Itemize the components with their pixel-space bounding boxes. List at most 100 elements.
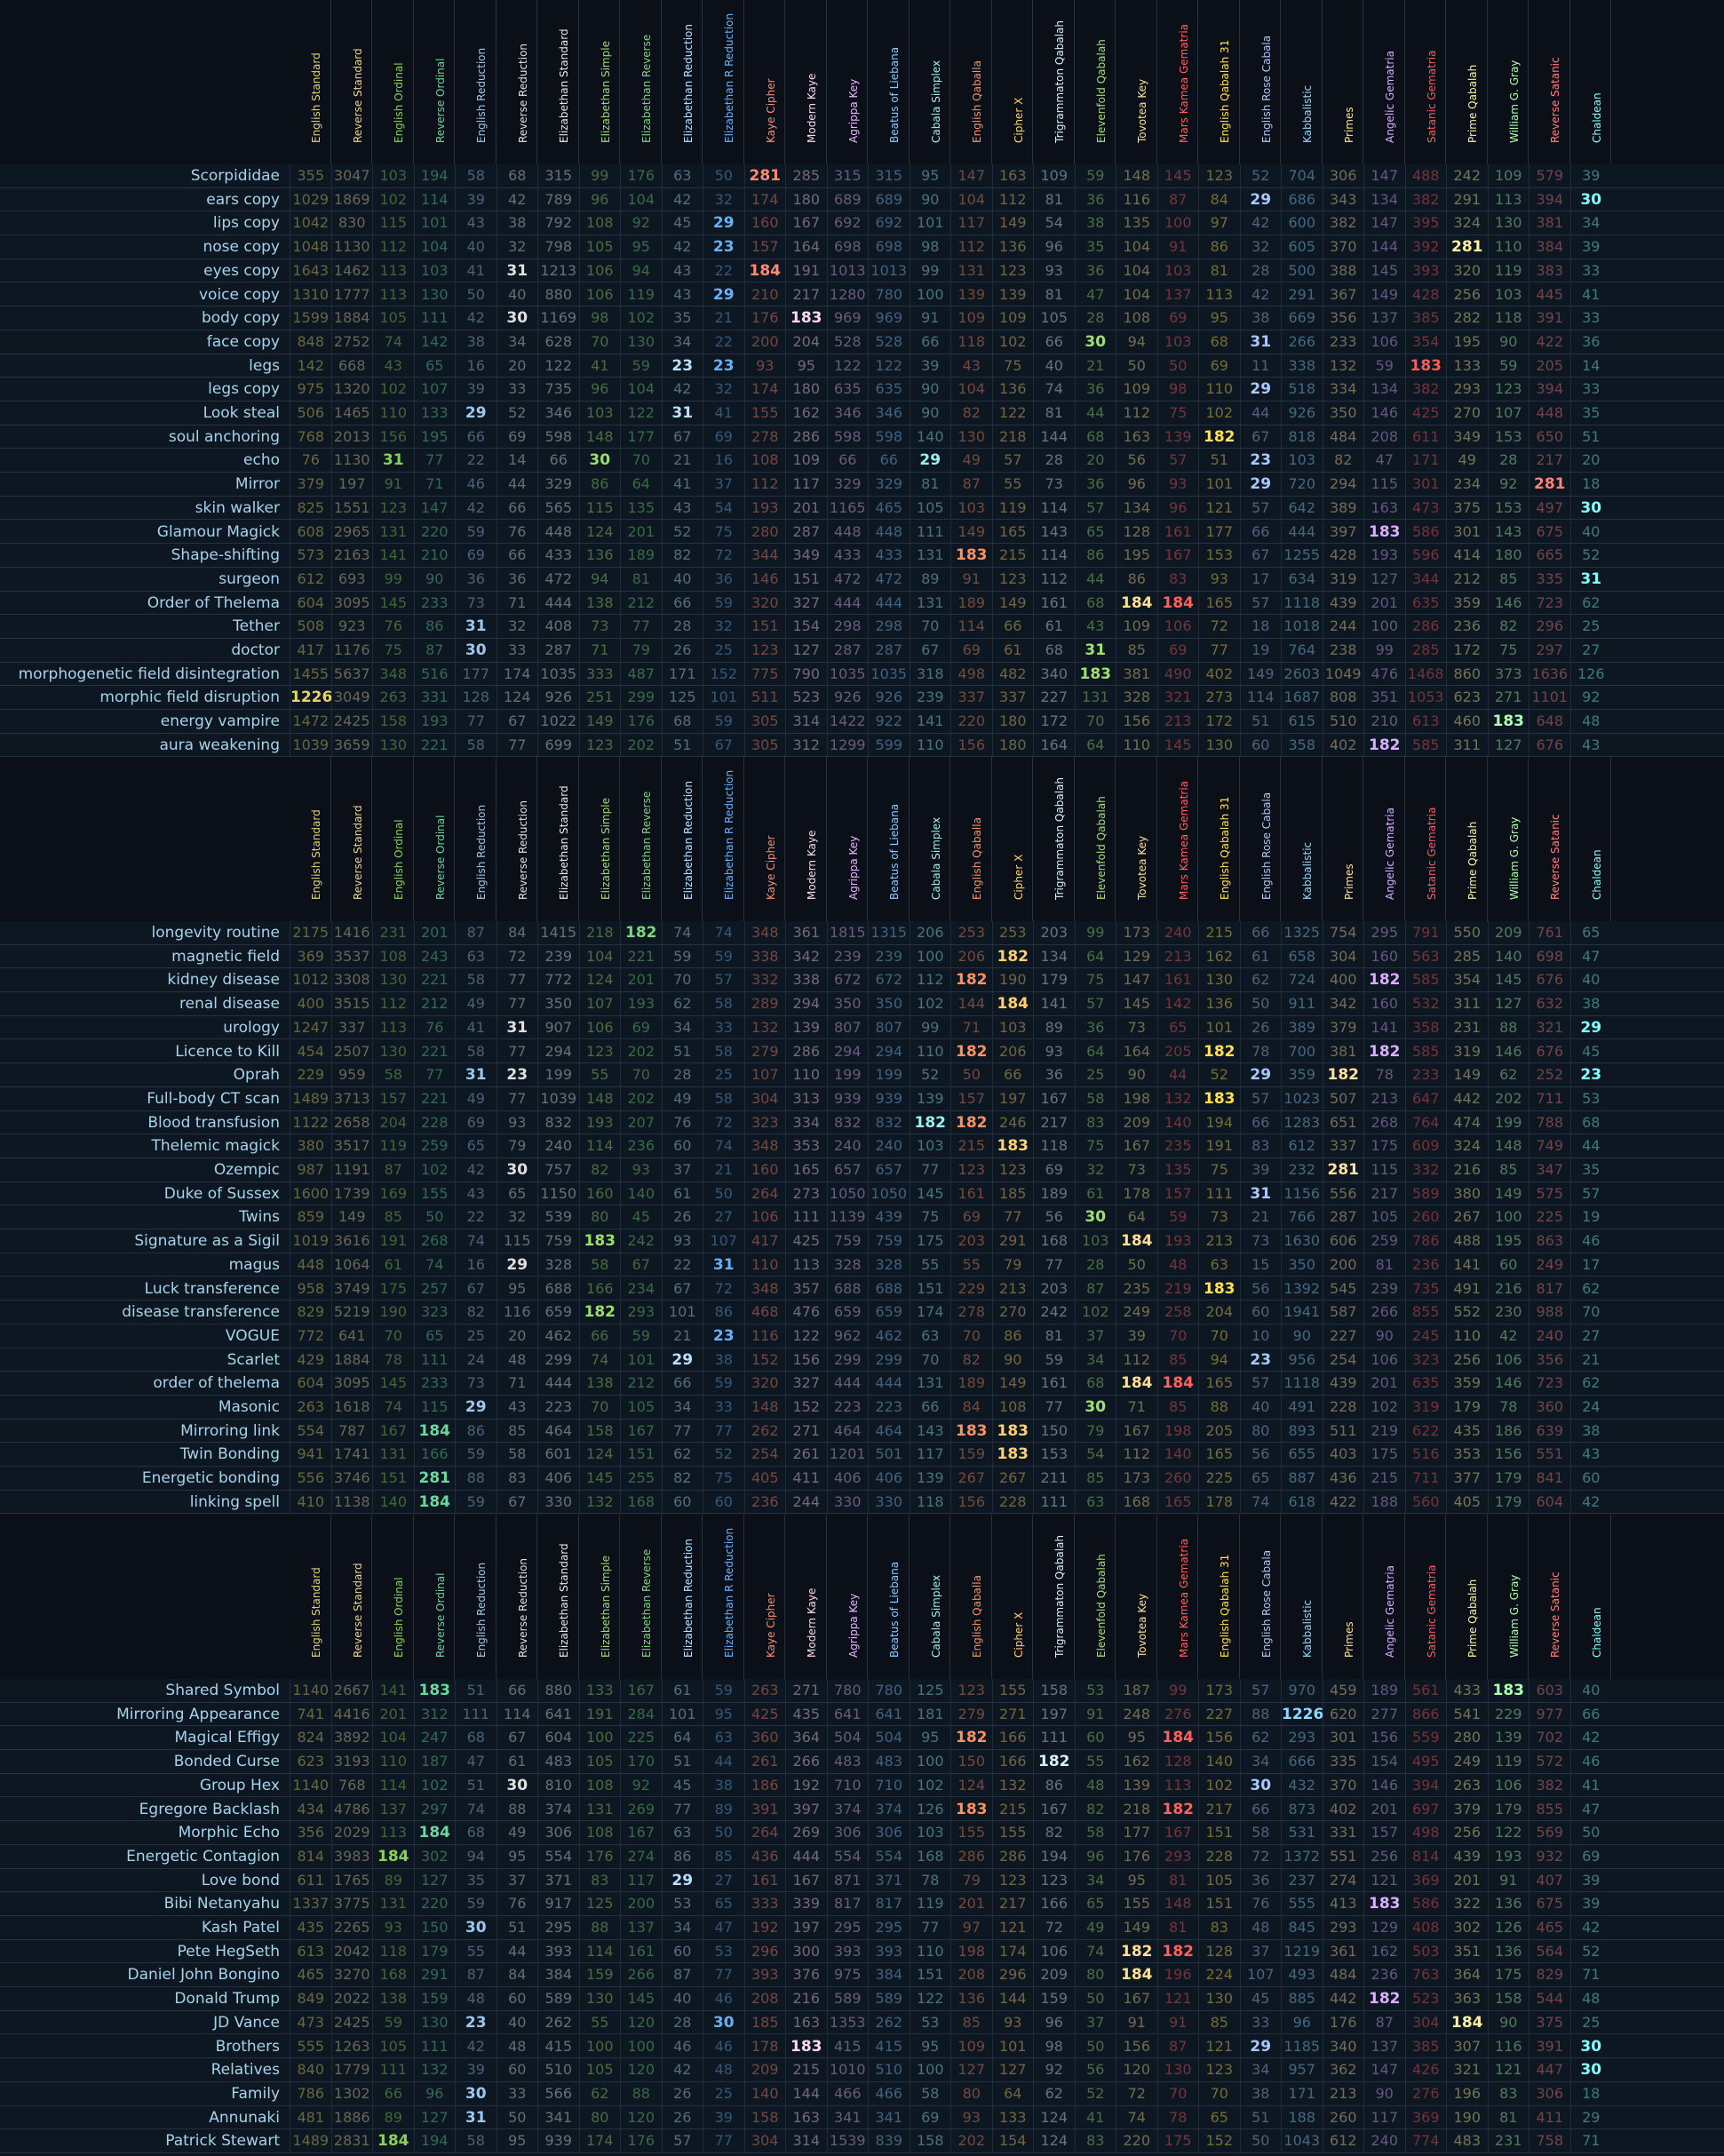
value-cell[interactable]: 281 <box>413 1467 456 1490</box>
value-cell[interactable]: 156 <box>1487 1443 1529 1467</box>
value-cell[interactable]: 251 <box>578 686 621 710</box>
value-cell[interactable]: 72 <box>1198 615 1240 638</box>
value-cell[interactable]: 139 <box>909 1467 951 1490</box>
value-cell[interactable]: 194 <box>1033 1844 1075 1868</box>
value-cell[interactable]: 50 <box>1239 992 1282 1015</box>
value-cell[interactable]: 74 <box>1074 1939 1116 1963</box>
value-cell[interactable]: 408 <box>1404 1916 1447 1939</box>
value-cell[interactable]: 655 <box>1281 1443 1323 1467</box>
value-cell[interactable]: 227 <box>1033 686 1075 710</box>
value-cell[interactable]: 43 <box>455 1181 497 1205</box>
value-cell[interactable]: 59 <box>1156 1205 1199 1229</box>
value-cell[interactable]: 269 <box>620 1797 662 1821</box>
value-cell[interactable]: 31 <box>1074 639 1116 662</box>
value-cell[interactable]: 657 <box>868 1158 910 1181</box>
value-cell[interactable]: 124 <box>578 1443 621 1467</box>
value-cell[interactable]: 335 <box>1322 1750 1364 1773</box>
value-cell[interactable]: 31 <box>455 615 497 638</box>
value-cell[interactable]: 148 <box>578 425 621 449</box>
table-row[interactable]: Ozempic 987 1191 87 102 42 30 757 82 93 37 21 160 165… <box>0 1158 1724 1182</box>
value-cell[interactable]: 939 <box>537 2129 579 2152</box>
value-cell[interactable]: 64 <box>1074 1039 1116 1063</box>
value-cell[interactable]: 147 <box>1363 211 1405 235</box>
value-cell[interactable]: 426 <box>1404 2058 1447 2081</box>
value-cell[interactable]: 268 <box>1363 1110 1405 1134</box>
value-cell[interactable]: 94 <box>1116 330 1157 354</box>
phrase-label[interactable]: Morphic Echo <box>178 1824 280 1842</box>
value-cell[interactable]: 768 <box>290 425 331 449</box>
value-cell[interactable]: 42 <box>455 496 497 520</box>
value-cell[interactable]: 62 <box>1239 968 1282 992</box>
phrase-label[interactable]: legs <box>249 356 280 375</box>
value-cell[interactable]: 122 <box>537 354 579 378</box>
value-cell[interactable]: 193 <box>413 710 456 733</box>
value-cell[interactable]: 31 <box>1569 567 1612 591</box>
value-cell[interactable]: 147 <box>413 496 456 520</box>
value-cell[interactable]: 36 <box>1569 330 1612 354</box>
value-cell[interactable]: 188 <box>1281 2105 1323 2129</box>
value-cell[interactable]: 926 <box>537 686 579 710</box>
value-cell[interactable]: 28 <box>1074 306 1116 330</box>
value-cell[interactable]: 92 <box>1569 686 1612 710</box>
value-cell[interactable]: 193 <box>1363 544 1405 567</box>
value-cell[interactable]: 314 <box>785 710 827 733</box>
value-cell[interactable]: 394 <box>1529 378 1570 401</box>
value-cell[interactable]: 182 <box>1156 1797 1199 1821</box>
value-cell[interactable]: 29 <box>1239 1063 1282 1086</box>
value-cell[interactable]: 146 <box>1363 402 1405 425</box>
value-cell[interactable]: 84 <box>950 1396 992 1419</box>
value-cell[interactable]: 157 <box>372 1086 414 1110</box>
value-cell[interactable]: 1299 <box>826 733 869 757</box>
value-cell[interactable]: 55 <box>578 2010 621 2034</box>
value-cell[interactable]: 73 <box>1116 1158 1157 1181</box>
value-cell[interactable]: 300 <box>785 1939 827 1963</box>
value-cell[interactable]: 104 <box>1116 259 1157 282</box>
value-cell[interactable]: 29 <box>1569 1015 1612 1039</box>
value-cell[interactable]: 75 <box>1074 968 1116 992</box>
value-cell[interactable]: 67 <box>455 1277 497 1301</box>
value-cell[interactable]: 417 <box>290 639 331 662</box>
value-cell[interactable]: 112 <box>1116 1443 1157 1467</box>
value-cell[interactable]: 444 <box>868 1372 910 1395</box>
value-cell[interactable]: 33 <box>1239 2010 1282 2034</box>
value-cell[interactable]: 124 <box>1033 2105 1075 2129</box>
value-cell[interactable]: 63 <box>455 944 497 968</box>
value-cell[interactable]: 164 <box>1116 1039 1157 1063</box>
value-cell[interactable]: 115 <box>372 211 414 235</box>
cipher-header[interactable]: Elevenfold Qabalah <box>1075 757 1116 921</box>
value-cell[interactable]: 1013 <box>868 259 910 282</box>
value-cell[interactable]: 3892 <box>330 1726 373 1750</box>
value-cell[interactable]: 136 <box>578 544 621 567</box>
value-cell[interactable]: 103 <box>991 1015 1034 1039</box>
value-cell[interactable]: 93 <box>1198 567 1240 591</box>
value-cell[interactable]: 397 <box>1322 520 1364 544</box>
value-cell[interactable]: 137 <box>1363 2034 1405 2058</box>
value-cell[interactable]: 295 <box>1363 921 1405 944</box>
value-cell[interactable]: 579 <box>1529 164 1570 187</box>
value-cell[interactable]: 76 <box>290 449 331 473</box>
phrase-label[interactable]: ears copy <box>206 190 280 209</box>
value-cell[interactable]: 122 <box>1487 1821 1529 1844</box>
value-cell[interactable]: 735 <box>1404 1277 1447 1301</box>
value-cell[interactable]: 86 <box>413 615 456 638</box>
value-cell[interactable]: 116 <box>1116 187 1157 211</box>
cipher-header[interactable]: Satanic Gematria <box>1405 0 1446 164</box>
value-cell[interactable]: 159 <box>950 1443 992 1467</box>
value-cell[interactable]: 589 <box>537 1987 579 2010</box>
value-cell[interactable]: 639 <box>1529 1419 1570 1443</box>
value-cell[interactable]: 77 <box>909 1158 951 1181</box>
cipher-header[interactable]: Tovotea Key <box>1116 0 1157 164</box>
value-cell[interactable]: 37 <box>661 1158 703 1181</box>
value-cell[interactable]: 2752 <box>330 330 373 354</box>
value-cell[interactable]: 28 <box>661 1063 703 1086</box>
value-cell[interactable]: 1599 <box>290 306 331 330</box>
value-cell[interactable]: 100 <box>909 944 951 968</box>
cipher-header[interactable]: Trigrammaton Qabalah <box>1033 757 1075 921</box>
value-cell[interactable]: 48 <box>1156 1253 1199 1277</box>
value-cell[interactable]: 96 <box>1033 235 1075 259</box>
value-cell[interactable]: 55 <box>578 1063 621 1086</box>
value-cell[interactable]: 236 <box>743 1490 786 1514</box>
value-cell[interactable]: 150 <box>413 1916 456 1939</box>
value-cell[interactable]: 151 <box>785 567 827 591</box>
value-cell[interactable]: 23 <box>703 354 744 378</box>
